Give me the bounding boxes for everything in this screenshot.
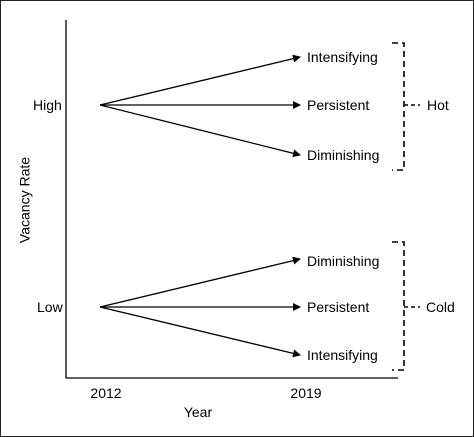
outcome-high-diminishing: Diminishing <box>307 147 379 163</box>
x-tick-2019: 2019 <box>290 385 321 401</box>
bracket-label-cold: Cold <box>426 299 455 315</box>
high-group: Intensifying Persistent Diminishing Hot <box>99 42 449 171</box>
y-level-low: Low <box>37 299 64 315</box>
y-level-high: High <box>33 97 62 113</box>
bracket-cold <box>392 241 405 371</box>
arrow-low-intensifying <box>99 306 301 358</box>
outcome-high-intensifying: Intensifying <box>307 49 378 65</box>
arrow-high-diminishing <box>99 104 301 158</box>
low-group: Diminishing Persistent Intensifying Cold <box>99 241 455 371</box>
outcome-low-persistent: Persistent <box>307 299 369 315</box>
y-axis-title: Vacancy Rate <box>17 157 33 243</box>
outcome-low-intensifying: Intensifying <box>307 347 378 363</box>
x-tick-2012: 2012 <box>90 385 121 401</box>
bracket-hot <box>392 42 405 171</box>
bracket-label-hot: Hot <box>427 97 449 113</box>
arrow-low-diminishing <box>99 256 301 308</box>
x-axis-title: Year <box>184 404 213 420</box>
arrow-high-intensifying <box>99 54 301 106</box>
outcome-high-persistent: Persistent <box>307 97 369 113</box>
outcome-low-diminishing: Diminishing <box>307 253 379 269</box>
